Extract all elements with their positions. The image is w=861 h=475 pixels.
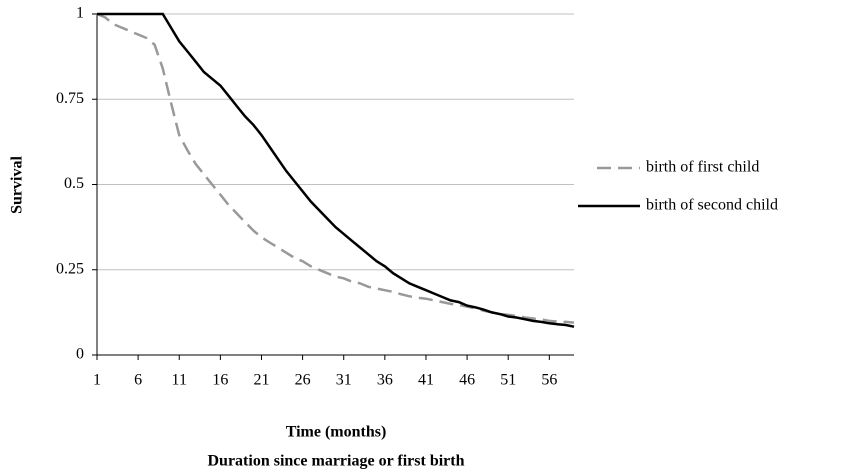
legend-label: birth of second child bbox=[646, 197, 778, 214]
x-tick-label: 1 bbox=[93, 372, 101, 389]
x-tick-label: 16 bbox=[212, 372, 228, 389]
x-tick-label: 36 bbox=[377, 372, 393, 389]
x-tick-label: 51 bbox=[500, 372, 516, 389]
y-tick-label: 0.5 bbox=[64, 175, 84, 192]
x-axis-label: Time (months) bbox=[286, 424, 387, 441]
x-tick-label: 21 bbox=[253, 372, 269, 389]
x-tick-label: 41 bbox=[418, 372, 434, 389]
y-axis-label: Survival bbox=[9, 156, 26, 214]
y-tick-label: 0.75 bbox=[56, 90, 84, 107]
x-tick-label: 46 bbox=[459, 372, 475, 389]
x-tick-label: 31 bbox=[336, 372, 352, 389]
y-tick-label: 0 bbox=[76, 346, 84, 363]
series-line bbox=[96, 12, 575, 324]
x-axis-sublabel: Duration since marriage or first birth bbox=[208, 453, 465, 470]
series-line bbox=[97, 12, 575, 328]
x-tick-label: 26 bbox=[295, 372, 311, 389]
x-tick-label: 6 bbox=[134, 372, 142, 389]
x-tick-label: 11 bbox=[172, 372, 187, 389]
x-tick-label: 56 bbox=[541, 372, 557, 389]
y-tick-label: 0.25 bbox=[56, 260, 84, 277]
y-tick-label: 1 bbox=[76, 5, 84, 22]
legend-label: birth of first child bbox=[646, 159, 759, 176]
